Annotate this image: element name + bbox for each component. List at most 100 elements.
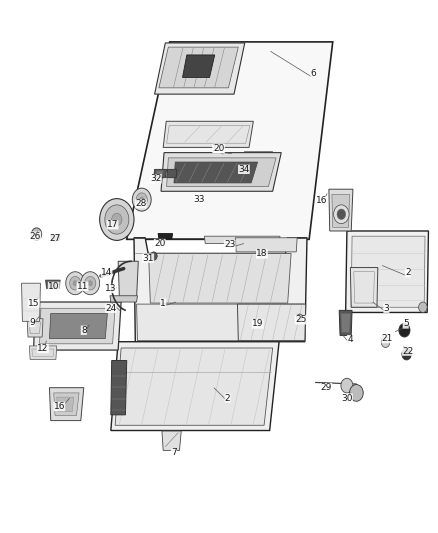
Polygon shape — [346, 231, 428, 312]
Text: 16: 16 — [53, 402, 65, 411]
Polygon shape — [137, 304, 304, 341]
Text: 27: 27 — [49, 234, 61, 243]
Circle shape — [334, 205, 349, 224]
Text: 20: 20 — [154, 239, 166, 248]
Polygon shape — [118, 261, 138, 298]
Text: 2: 2 — [225, 394, 230, 402]
Polygon shape — [237, 304, 306, 341]
Polygon shape — [205, 236, 280, 244]
Circle shape — [32, 228, 42, 240]
Circle shape — [341, 378, 353, 393]
Polygon shape — [158, 233, 173, 239]
Circle shape — [132, 188, 151, 211]
Text: 33: 33 — [193, 195, 205, 204]
Text: 3: 3 — [384, 304, 389, 313]
Text: 12: 12 — [37, 344, 49, 353]
Text: 14: 14 — [101, 268, 112, 277]
Text: 26: 26 — [30, 232, 41, 241]
Polygon shape — [154, 169, 166, 177]
Polygon shape — [134, 238, 307, 342]
Circle shape — [70, 277, 81, 290]
Polygon shape — [39, 308, 115, 344]
Polygon shape — [111, 342, 279, 431]
Circle shape — [350, 384, 363, 401]
Text: 29: 29 — [321, 383, 332, 392]
Text: 19: 19 — [252, 319, 263, 328]
Text: 24: 24 — [105, 304, 117, 313]
Circle shape — [85, 277, 96, 290]
Text: 21: 21 — [381, 334, 393, 343]
Polygon shape — [127, 42, 333, 239]
Text: 34: 34 — [238, 165, 250, 174]
Text: 7: 7 — [171, 448, 177, 457]
Circle shape — [105, 205, 129, 234]
Text: 23: 23 — [224, 240, 235, 249]
Polygon shape — [34, 302, 121, 350]
Polygon shape — [27, 319, 43, 337]
Polygon shape — [329, 189, 353, 231]
Polygon shape — [156, 171, 163, 176]
Text: 10: 10 — [48, 282, 60, 291]
Polygon shape — [49, 313, 107, 338]
Text: 6: 6 — [311, 69, 316, 78]
Text: 17: 17 — [107, 220, 118, 229]
Text: 10: 10 — [212, 144, 224, 153]
Text: 5: 5 — [403, 319, 409, 328]
Circle shape — [381, 337, 390, 348]
Polygon shape — [46, 280, 60, 288]
Polygon shape — [49, 387, 84, 421]
Polygon shape — [163, 122, 253, 148]
Text: 32: 32 — [150, 174, 162, 183]
Text: 8: 8 — [81, 326, 87, 335]
Circle shape — [73, 280, 78, 286]
Text: 9: 9 — [29, 318, 35, 327]
Polygon shape — [161, 152, 281, 191]
Polygon shape — [166, 158, 276, 187]
Polygon shape — [148, 254, 291, 303]
Circle shape — [112, 213, 122, 226]
Circle shape — [419, 302, 427, 312]
Circle shape — [150, 252, 157, 260]
Circle shape — [402, 349, 411, 360]
Text: 2: 2 — [405, 268, 411, 277]
Circle shape — [297, 314, 303, 321]
Text: 28: 28 — [135, 199, 147, 208]
Circle shape — [81, 272, 100, 295]
Circle shape — [100, 199, 134, 240]
Polygon shape — [54, 393, 79, 415]
Circle shape — [337, 209, 346, 220]
Text: 30: 30 — [341, 394, 353, 402]
Text: 11: 11 — [77, 282, 88, 291]
Polygon shape — [110, 296, 138, 302]
Text: 20: 20 — [213, 144, 225, 153]
Polygon shape — [115, 348, 272, 425]
Circle shape — [66, 272, 85, 295]
Polygon shape — [51, 235, 60, 241]
Polygon shape — [29, 346, 57, 359]
Polygon shape — [155, 43, 245, 94]
Circle shape — [140, 197, 144, 202]
Polygon shape — [339, 310, 352, 335]
Polygon shape — [21, 283, 40, 321]
Text: 4: 4 — [347, 335, 353, 344]
Polygon shape — [159, 47, 238, 88]
Text: 15: 15 — [28, 298, 39, 308]
Circle shape — [88, 280, 92, 286]
Text: 22: 22 — [402, 346, 413, 356]
Polygon shape — [183, 55, 215, 77]
Polygon shape — [351, 236, 425, 307]
Text: 31: 31 — [142, 254, 154, 263]
Text: 16: 16 — [316, 196, 328, 205]
Polygon shape — [162, 431, 181, 450]
Polygon shape — [166, 169, 177, 177]
Text: 18: 18 — [256, 249, 268, 259]
Polygon shape — [174, 162, 258, 183]
Circle shape — [399, 324, 410, 337]
Polygon shape — [57, 397, 74, 411]
Text: 13: 13 — [105, 284, 117, 293]
Bar — [244, 150, 272, 162]
Polygon shape — [332, 195, 350, 228]
Polygon shape — [111, 360, 127, 415]
Text: 1: 1 — [160, 298, 166, 308]
Polygon shape — [341, 313, 350, 332]
